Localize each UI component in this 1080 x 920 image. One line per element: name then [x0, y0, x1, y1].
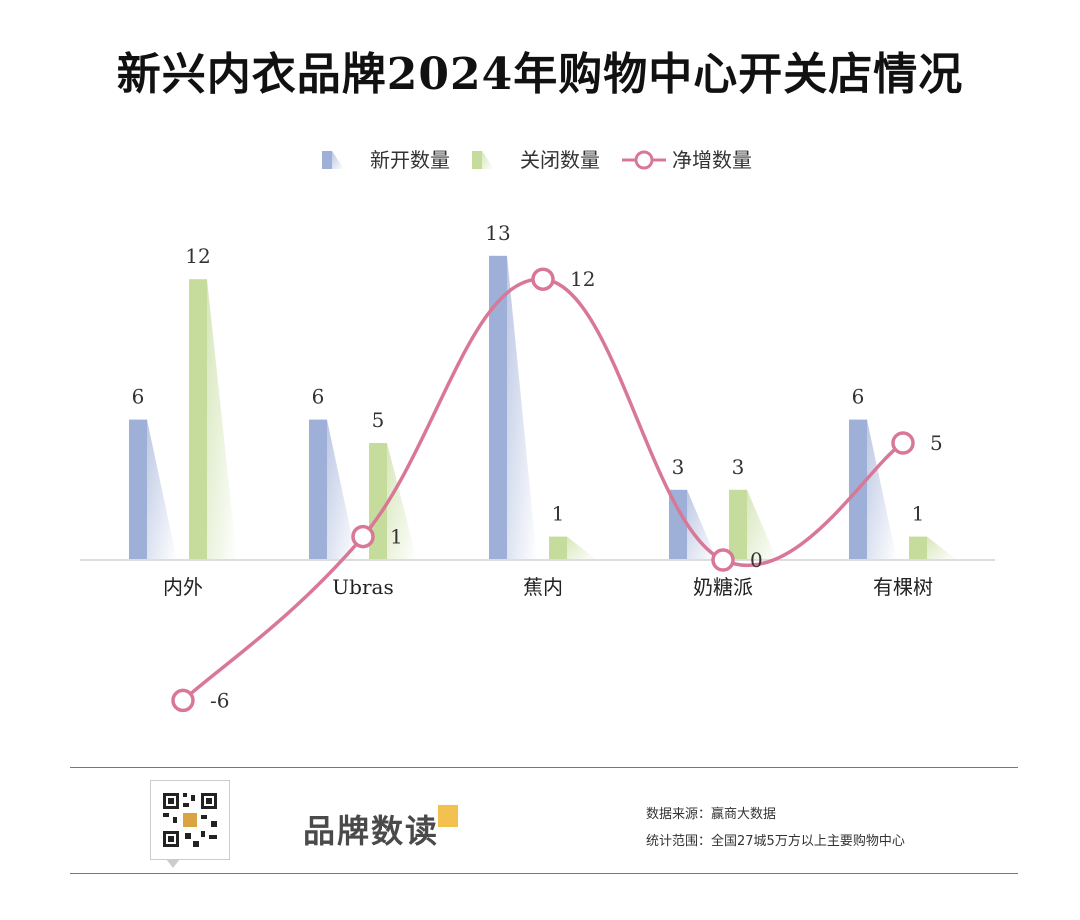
- line-value-label: 1: [390, 525, 403, 549]
- legend-swatch: [322, 151, 332, 169]
- bar: [729, 489, 747, 560]
- bars: [129, 255, 957, 561]
- data-source-text: 数据来源：赢商大数据: [646, 807, 777, 822]
- line-point: [531, 267, 555, 291]
- bar-shadow: [687, 489, 717, 560]
- brand-name: 品牌数读: [303, 812, 440, 850]
- bar: [909, 536, 927, 560]
- bar: [669, 489, 687, 560]
- x-tick-label: 蕉内: [523, 575, 563, 599]
- bar: [489, 255, 507, 561]
- bar: [369, 443, 387, 560]
- bar-shadow: [507, 255, 537, 561]
- legend-marker: [634, 150, 654, 170]
- bar-shadow: [747, 489, 777, 560]
- bar-value-label: 1: [552, 502, 565, 526]
- legend-swatch-shadow: [482, 151, 494, 169]
- line-value-label: -6: [210, 688, 229, 712]
- bar-shadow: [327, 419, 357, 560]
- bar-shadow: [147, 419, 177, 560]
- line-value-label: 5: [930, 431, 943, 455]
- line-point: [351, 524, 375, 549]
- brand-accent-block: [438, 805, 458, 827]
- bar-shadow: [567, 536, 597, 560]
- bar-value-label: 6: [312, 385, 325, 409]
- bar-value-label: 5: [372, 408, 385, 432]
- legend-label: 净增数量: [672, 148, 752, 172]
- line-point: [891, 431, 915, 455]
- bar: [549, 536, 567, 560]
- bar-shadow: [207, 279, 237, 560]
- bar-shadow: [927, 536, 957, 560]
- footer-divider-top: [70, 767, 1018, 768]
- net-line: [181, 277, 904, 702]
- legend-swatch: [472, 151, 482, 169]
- legend-label: 新开数量: [370, 148, 450, 172]
- bar-value-label: 6: [852, 385, 865, 409]
- bar: [129, 419, 147, 560]
- x-axis-labels: 内外 Ubras 蕉内 奶糖派 有棵树: [163, 575, 933, 599]
- bar-shadow: [867, 419, 897, 560]
- footer-divider-bottom: [70, 873, 1018, 874]
- bar: [189, 279, 207, 560]
- line-point: [711, 548, 735, 572]
- bar-value-label: 1: [912, 502, 925, 526]
- x-tick-label: 内外: [163, 575, 203, 599]
- bar-shadow: [387, 443, 417, 560]
- x-tick-label: Ubras: [332, 575, 393, 599]
- legend-label: 关闭数量: [520, 148, 600, 172]
- x-tick-label: 奶糖派: [693, 575, 753, 599]
- bar-value-label: 6: [132, 385, 145, 409]
- line-value-label: 0: [750, 548, 763, 572]
- x-tick-label: 有棵树: [873, 575, 933, 599]
- bar-value-label: 3: [732, 455, 745, 479]
- chart-title: 新兴内衣品牌2024年购物中心开关店情况: [116, 49, 964, 100]
- net-line-series: -6 1 12 0 5: [171, 267, 943, 713]
- qr-code-tail: [166, 859, 180, 868]
- legend: 新开数量 关闭数量 净增数量: [322, 148, 752, 172]
- line-value-label: 12: [570, 267, 595, 291]
- line-point: [171, 688, 195, 713]
- legend-swatch-shadow: [332, 151, 344, 169]
- bar-value-label: 12: [185, 244, 210, 268]
- bar: [309, 419, 327, 560]
- bar-value-label: 13: [485, 221, 510, 245]
- qr-code-icon: [150, 780, 230, 860]
- data-scope-text: 统计范围：全国27城5万方以上主要购物中心: [646, 834, 905, 849]
- bar-value-label: 3: [672, 455, 685, 479]
